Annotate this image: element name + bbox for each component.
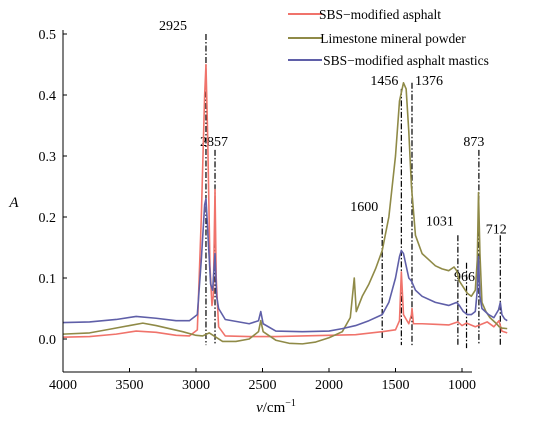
- peak-label-1456: 1456: [370, 74, 398, 89]
- peak-label-1376: 1376: [415, 74, 443, 89]
- legend-label-2: Limestone mineral powder: [320, 31, 466, 46]
- y-tick-label-1: 0.1: [39, 272, 57, 287]
- peak-label-712: 712: [486, 222, 507, 237]
- y-tick-label-2: 0.2: [39, 211, 57, 226]
- x-tick-label-4000: 4000: [49, 378, 77, 393]
- x-tick-label-1000: 1000: [448, 378, 476, 393]
- y-axis-title: A: [8, 195, 19, 211]
- peak-label-1031: 1031: [426, 214, 454, 229]
- x-axis-title: ν/cm−1: [256, 398, 296, 416]
- x-tick-label-1500: 1500: [382, 378, 410, 393]
- x-tick-label-2500: 2500: [249, 378, 277, 393]
- series-line-2: [62, 82, 508, 345]
- axes: [62, 30, 472, 373]
- y-tick-label-3: 0.3: [39, 150, 57, 165]
- x-tick-label-3000: 3000: [182, 378, 210, 393]
- peak-label-2925: 2925: [159, 19, 187, 34]
- y-tick-label-0: 0.0: [39, 333, 57, 348]
- y-tick-label-4: 0.4: [39, 89, 57, 104]
- series-lines: [62, 63, 508, 345]
- series-line-3: [62, 197, 508, 333]
- peak-label-873: 873: [463, 135, 484, 150]
- y-tick-label-5: 0.5: [39, 28, 57, 43]
- axis-ticks: 4000 3500 3000 2500 2000 1500 1000 0.0 0.1 0.2 0.3…: [39, 28, 477, 393]
- x-tick-label-2000: 2000: [315, 378, 343, 393]
- peak-label-1600: 1600: [350, 200, 378, 215]
- x-tick-label-3500: 3500: [116, 378, 144, 393]
- legend-label-1: SBS−modified asphalt: [319, 7, 441, 22]
- legend-label-3: SBS−modified asphalt mastics: [323, 53, 489, 68]
- legend: SBS−modified asphalt Limestone mineral po…: [288, 7, 489, 68]
